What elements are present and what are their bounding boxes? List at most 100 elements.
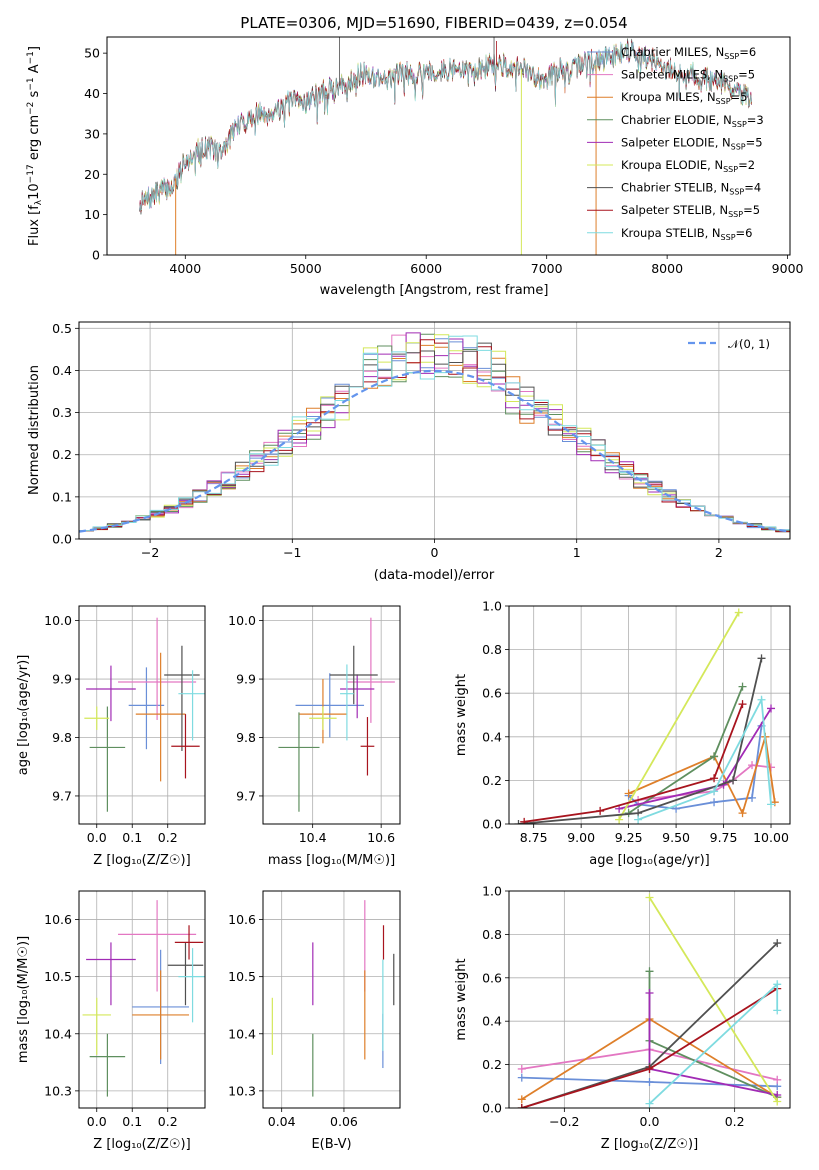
y-tick-label: 0.2 xyxy=(482,773,502,788)
legend-text: Salpeter ELODIE, N xyxy=(621,135,731,149)
y-tick-label: 0.5 xyxy=(52,321,72,336)
plot-area xyxy=(79,332,790,539)
panel-age_vs_mass: 10.4 10.6 9.7 9.8 9.9 10.0 mass [log₁₀(M/M☉)] xyxy=(228,605,401,868)
plot-area xyxy=(514,608,779,824)
y-axis-label: age [log₁₀(age/yr)] xyxy=(16,655,31,776)
errorbar-point xyxy=(128,667,165,750)
errorbar-point xyxy=(118,617,197,720)
mass-weight-marker xyxy=(645,1077,654,1086)
legend-value: =5 xyxy=(743,203,760,217)
y-tick-label: 0.4 xyxy=(52,363,72,378)
panel-mass_vs_Z: 0.0 0.1 0.2 10.3 10.4 10.5 10.6 Z [log₁₀(Z/Z☉)]… xyxy=(16,890,206,1152)
legend-label: Kroupa ELODIE, NSSP=2 xyxy=(621,158,755,174)
y-axis-label: mass weight xyxy=(454,674,469,756)
panel-spectrum: 4000 5000 6000 7000 8000 9000 0 10 20 30 40 50 wavel… xyxy=(26,36,804,298)
mass-weight-line xyxy=(637,696,772,821)
y-tick-label: 9.7 xyxy=(236,788,256,803)
x-axis-label: E(B-V) xyxy=(311,1137,351,1152)
legend-label: Chabrier ELODIE, NSSP=3 xyxy=(621,113,764,129)
y-tick-label: 0.0 xyxy=(482,817,502,832)
legend-value: =6 xyxy=(739,45,756,59)
x-axis-label: wavelength [Angstrom, rest frame] xyxy=(320,283,549,298)
x-tick-label: 2 xyxy=(715,545,723,560)
y-axis-label: Normed distribution xyxy=(27,365,42,495)
errorbar-point xyxy=(360,717,375,776)
mass-weight-marker xyxy=(520,817,529,824)
legend-subscript: SSP xyxy=(732,120,747,129)
legend-value: =5 xyxy=(731,90,748,104)
y-tick-label: 1.0 xyxy=(482,884,502,899)
mass-weight-marker xyxy=(773,1097,782,1106)
y-tick-label: 10.4 xyxy=(44,1026,72,1041)
mass-weight-marker xyxy=(748,761,757,770)
mass-weight-marker xyxy=(773,939,782,948)
panels: 4000 5000 6000 7000 8000 900001020304050wavel… xyxy=(16,36,804,1152)
panel-residual_histogram: −2 −1 0 1 2 0.0 0.1 0.2 0.3 0.4 0.5 (data-model)/er… xyxy=(27,321,791,583)
plot-area xyxy=(139,37,752,255)
y-axis-label: mass weight xyxy=(454,958,469,1040)
axes-frame xyxy=(78,890,206,1109)
y-tick-label: 0.0 xyxy=(52,532,72,547)
mass-weight-marker xyxy=(738,700,747,709)
y-axis-label: Flux [fλ10−17 erg cm−2 s−1 A−1] xyxy=(26,46,44,246)
mass-weight-marker xyxy=(738,682,747,691)
y-tick-label: 0.4 xyxy=(482,729,502,744)
figure-title: PLATE=0306, MJD=51690, FIBERID=0439, z=0… xyxy=(240,14,627,32)
x-axis-label: Z [log₁₀(Z/Z☉)] xyxy=(601,1137,698,1152)
errorbar-point xyxy=(178,670,205,741)
errorbar-point xyxy=(135,652,186,782)
x-tick-label: 9.25 xyxy=(615,830,643,845)
mass-weight-line xyxy=(518,658,763,824)
legend-value: =2 xyxy=(738,158,755,172)
mass-weight-marker xyxy=(773,1075,782,1084)
y-tick-label: 10.6 xyxy=(44,912,72,927)
mass-weight-marker xyxy=(738,809,747,818)
mass-weight-marker xyxy=(710,774,719,783)
x-tick-label: 0.04 xyxy=(268,1114,296,1129)
legend-subscript: SSP xyxy=(716,97,731,106)
y-tick-label: 9.8 xyxy=(52,730,72,745)
x-tick-label: 5000 xyxy=(290,261,322,276)
legend-label: Salpeter STELIB, NSSP=5 xyxy=(621,203,760,219)
legend-value: =3 xyxy=(747,113,764,127)
mass-weight-marker xyxy=(645,1099,654,1108)
x-tick-label: 0 xyxy=(431,545,439,560)
x-tick-label: 8.75 xyxy=(520,830,548,845)
x-tick-label: 0.1 xyxy=(122,1114,142,1129)
x-tick-label: 8000 xyxy=(651,261,683,276)
y-tick-label: 0.6 xyxy=(482,970,502,985)
legend-text: Chabrier STELIB, N xyxy=(621,181,729,195)
x-tick-label: 10.6 xyxy=(367,830,395,845)
panel-mass_weight_vs_Z: −0.2 0.0 0.2 0.0 0.2 0.4 0.6 0.8 1.0 Z [log₁₀(Z/Z… xyxy=(454,884,791,1152)
mass-weight-marker xyxy=(514,820,523,824)
mass-weight-marker xyxy=(710,752,719,761)
mass-weight-marker xyxy=(773,980,782,989)
mass-weight-marker xyxy=(645,988,654,997)
x-tick-label: 0.2 xyxy=(725,1114,745,1129)
x-tick-label: 9.50 xyxy=(662,830,690,845)
x-tick-label: 10.00 xyxy=(753,830,789,845)
legend-label: Kroupa MILES, NSSP=5 xyxy=(621,90,747,106)
legend-label: Salpeter MILES, NSSP=5 xyxy=(621,68,755,84)
mass-weight-marker xyxy=(517,1095,526,1104)
y-tick-label: 0.1 xyxy=(52,489,72,504)
y-tick-label: 10.4 xyxy=(228,1026,256,1041)
errorbar-point xyxy=(278,712,320,812)
x-tick-label: 6000 xyxy=(410,261,442,276)
legend-value: =4 xyxy=(744,181,761,195)
legend-subscript: SSP xyxy=(723,75,738,84)
y-tick-label: 9.9 xyxy=(52,672,72,687)
y-tick-label: 0 xyxy=(92,248,100,263)
plot-area xyxy=(517,893,782,1108)
mass-weight-line xyxy=(648,897,778,1102)
y-tick-label: 20 xyxy=(84,167,100,182)
x-tick-label: 0.2 xyxy=(158,1114,178,1129)
errorbar-point xyxy=(340,664,354,741)
y-tick-label: 0.2 xyxy=(52,447,72,462)
y-tick-label: 40 xyxy=(84,86,100,101)
axes-frame xyxy=(262,605,401,825)
errorbar-point xyxy=(329,645,378,705)
legend-subscript: SSP xyxy=(729,188,744,197)
